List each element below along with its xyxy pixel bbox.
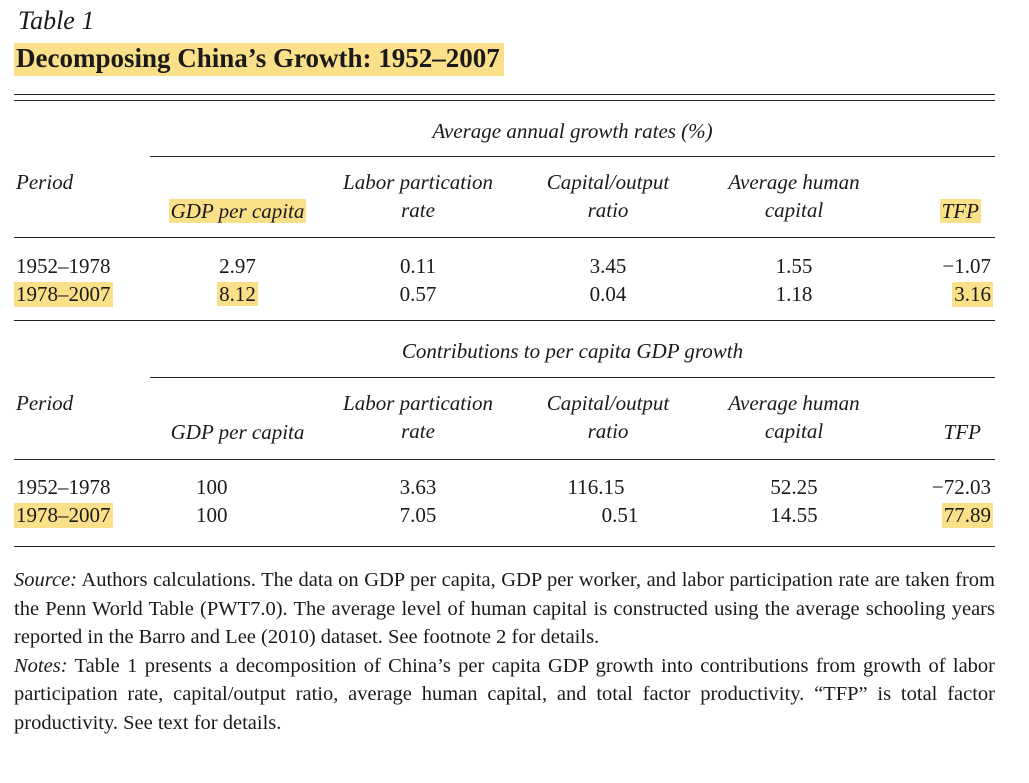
table-notes: Source: Authors calculations. The data o… bbox=[14, 566, 995, 737]
panel1-header-rule bbox=[14, 237, 995, 238]
panel2-row1-period: 1952–1978 bbox=[16, 475, 111, 499]
panel2-row2-labor: 7.05 bbox=[399, 503, 437, 527]
panel2-row2-human: 14.55 bbox=[770, 503, 818, 527]
panel2-row1-tfp: −72.03 bbox=[931, 475, 991, 499]
panel2-header-rule bbox=[14, 459, 995, 460]
panel1-row2-period: 1978–2007 bbox=[14, 282, 113, 307]
panel2-header-labor: Labor partication rate bbox=[343, 391, 493, 443]
panel2-header-tfp: TFP bbox=[943, 420, 981, 444]
panel1-header-gdp: GDP per capita bbox=[168, 199, 307, 223]
panel1-row1-period: 1952–1978 bbox=[16, 254, 111, 278]
panel1-row2-human: 1.18 bbox=[775, 282, 813, 306]
table-label: Table 1 bbox=[18, 6, 95, 35]
panel2-header-capital: Capital/output ratio bbox=[546, 391, 670, 443]
panel2-header-human: Average human capital bbox=[728, 391, 860, 443]
panel2-row1-labor: 3.63 bbox=[399, 475, 437, 499]
panel1-header-tfp: TFP bbox=[939, 199, 981, 223]
panel1-header-period: Period bbox=[16, 170, 74, 194]
panel2-row1-gdp: 100 bbox=[196, 475, 228, 499]
table-bottom-rule bbox=[14, 546, 995, 547]
panel1-bottom-rule bbox=[14, 320, 995, 321]
panel2-header-period: Period bbox=[16, 391, 74, 415]
panel2-row1-capital: 116.15 bbox=[567, 475, 625, 499]
panel2-header-gdp: GDP per capita bbox=[170, 420, 305, 444]
top-rule-2 bbox=[14, 100, 995, 101]
panel1-row1-labor: 0.11 bbox=[400, 254, 436, 278]
panel1-row1-human: 1.55 bbox=[775, 254, 813, 278]
panel1-row2-gdp: 8.12 bbox=[217, 282, 258, 306]
panel2-caption-rule bbox=[150, 377, 995, 378]
panel2-row2-capital: 0.51 bbox=[601, 503, 639, 527]
panel1-row1-tfp: −1.07 bbox=[942, 254, 991, 278]
notes-text: Table 1 presents a decomposition of Chin… bbox=[14, 654, 995, 734]
panel1-caption: Average annual growth rates (%) bbox=[432, 119, 713, 143]
table-title: Decomposing China’s Growth: 1952–2007 bbox=[14, 43, 504, 76]
panel1-row2-capital: 0.04 bbox=[589, 282, 627, 306]
notes-label: Notes: bbox=[14, 654, 68, 677]
top-rule-1 bbox=[14, 94, 995, 95]
panel1-header-human: Average human capital bbox=[728, 170, 860, 222]
source-label: Source: bbox=[14, 569, 77, 591]
panel1-row1-capital: 3.45 bbox=[589, 254, 627, 278]
panel1-row2-labor: 0.57 bbox=[399, 282, 437, 306]
panel2-row2-tfp: 77.89 bbox=[941, 503, 993, 528]
panel2-caption: Contributions to per capita GDP growth bbox=[401, 339, 744, 363]
notes-note: Notes: Table 1 presents a decomposition … bbox=[14, 652, 995, 738]
panel2-row2-gdp: 100 bbox=[196, 503, 228, 527]
panel1-header-labor: Labor partication rate bbox=[343, 170, 493, 222]
panel1-header-capital: Capital/output ratio bbox=[546, 170, 670, 222]
source-note: Source: Authors calculations. The data o… bbox=[14, 566, 995, 652]
panel1-caption-rule bbox=[150, 156, 995, 157]
panel1-row2-tfp: 3.16 bbox=[952, 282, 993, 307]
panel2-row1-human: 52.25 bbox=[770, 475, 818, 499]
source-text: Authors calculations. The data on GDP pe… bbox=[14, 569, 995, 648]
panel1-row1-gdp: 2.97 bbox=[219, 254, 256, 278]
panel2-row2-period: 1978–2007 bbox=[14, 503, 113, 528]
